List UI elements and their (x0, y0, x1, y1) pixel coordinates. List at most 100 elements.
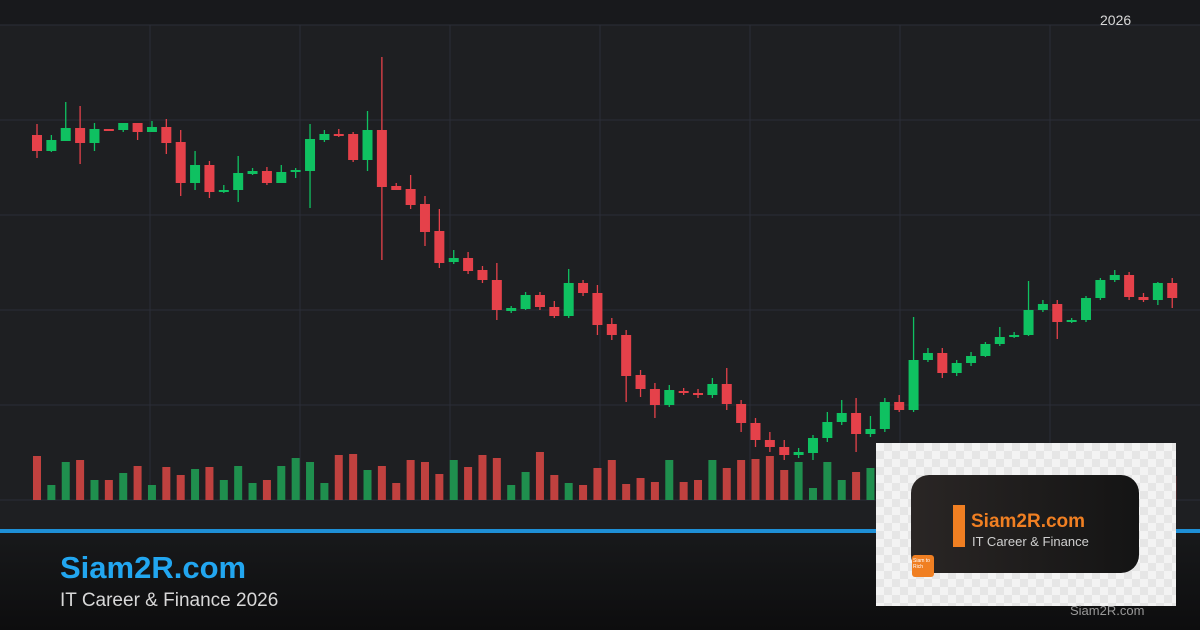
candle-body (520, 295, 531, 309)
volume-bar (191, 469, 200, 500)
volume-bar (349, 454, 358, 500)
volume-bar (650, 482, 659, 500)
candle-body (1052, 304, 1063, 322)
candle-body (937, 353, 948, 373)
candle-body (376, 130, 387, 187)
volume-bar (808, 488, 817, 500)
volume-bar (607, 460, 616, 500)
logo-name: Siam2R.com (971, 511, 1086, 532)
logo-badge: Siam to Rich (912, 555, 934, 577)
candle-body (807, 438, 818, 453)
volume-bar (737, 460, 746, 500)
candle-body (879, 402, 890, 429)
volume-bar (837, 480, 846, 500)
candle-body (146, 127, 157, 132)
candle-body (46, 140, 57, 151)
volume-bar (306, 462, 315, 500)
volume-bar (708, 460, 717, 500)
candle-body (836, 413, 847, 422)
volume-bar (205, 467, 214, 500)
candle-body (261, 171, 272, 183)
candle-body (966, 356, 977, 363)
candle-body (118, 123, 129, 130)
candle-body (793, 452, 804, 455)
candle-body (534, 295, 545, 307)
candle-body (1095, 280, 1106, 298)
candle-body (649, 389, 660, 405)
candle-body (161, 127, 172, 143)
candle-body (362, 130, 373, 160)
volume-bar (449, 460, 458, 500)
candle-body (132, 123, 143, 132)
volume-bar (147, 485, 156, 500)
candle-body (822, 422, 833, 438)
candle-body (1109, 275, 1120, 280)
candle-body (348, 134, 359, 160)
volume-bar (262, 480, 271, 500)
volume-bar (751, 459, 760, 500)
volume-bar (47, 485, 56, 500)
candle-body (319, 134, 330, 140)
volume-bar (176, 475, 185, 500)
top-bar (0, 0, 1200, 25)
volume-bar (492, 458, 501, 500)
volume-bar (219, 480, 228, 500)
candle-body (635, 375, 646, 389)
candle-body (491, 280, 502, 310)
volume-bar (377, 466, 386, 500)
candle-body (32, 135, 42, 151)
accent-divider (0, 529, 1200, 533)
candle-body (506, 308, 517, 311)
candle-body (1152, 283, 1163, 300)
logo-image: Siam2R.com IT Career & Finance Siam to R… (876, 443, 1176, 606)
candle-body (477, 270, 488, 280)
brand-tagline: IT Career & Finance 2026 (60, 590, 279, 611)
candle-body (549, 307, 560, 316)
candle-body (290, 170, 301, 172)
candle-body (247, 171, 258, 174)
volume-bar (579, 485, 588, 500)
volume-bar (33, 456, 41, 500)
candle-body (190, 165, 201, 183)
candle-body (1037, 304, 1048, 310)
volume-bar (478, 455, 487, 500)
candle-body (276, 172, 287, 183)
candle-body (1124, 275, 1135, 297)
candle-body (951, 363, 962, 373)
volume-bar (76, 460, 85, 500)
volume-bar (420, 462, 429, 500)
candle-body (736, 404, 747, 423)
volume-bar (535, 452, 544, 500)
volume-bar (823, 462, 832, 500)
volume-bar (665, 460, 674, 500)
volume-bar (363, 470, 372, 500)
volume-bar (119, 473, 128, 500)
volume-bar (320, 483, 329, 500)
candle-body (980, 344, 991, 356)
candle-body (103, 129, 114, 131)
volume-bar (90, 480, 99, 500)
candle-body (563, 283, 574, 316)
candle-body (678, 391, 689, 393)
watermark: Siam2R.com (1070, 603, 1145, 618)
volume-bar (852, 472, 861, 500)
candle-body (218, 190, 229, 192)
volume-bar (564, 483, 573, 500)
candle-body (333, 134, 344, 136)
volume-bar (636, 478, 645, 500)
volume-bar (133, 466, 142, 500)
volume-bar (794, 462, 803, 500)
candle-body (592, 293, 603, 325)
logo-subtitle: IT Career & Finance (972, 534, 1089, 549)
candle-body (865, 429, 876, 434)
candle-body (779, 447, 790, 455)
candle-body (1023, 310, 1034, 335)
volume-bar (406, 460, 415, 500)
candle-body (1138, 297, 1149, 300)
candle-body (405, 189, 416, 205)
candle-body (75, 128, 86, 143)
volume-bar (61, 462, 70, 500)
volume-bar (291, 458, 300, 500)
candle-body (693, 393, 704, 395)
volume-bar (679, 482, 688, 500)
